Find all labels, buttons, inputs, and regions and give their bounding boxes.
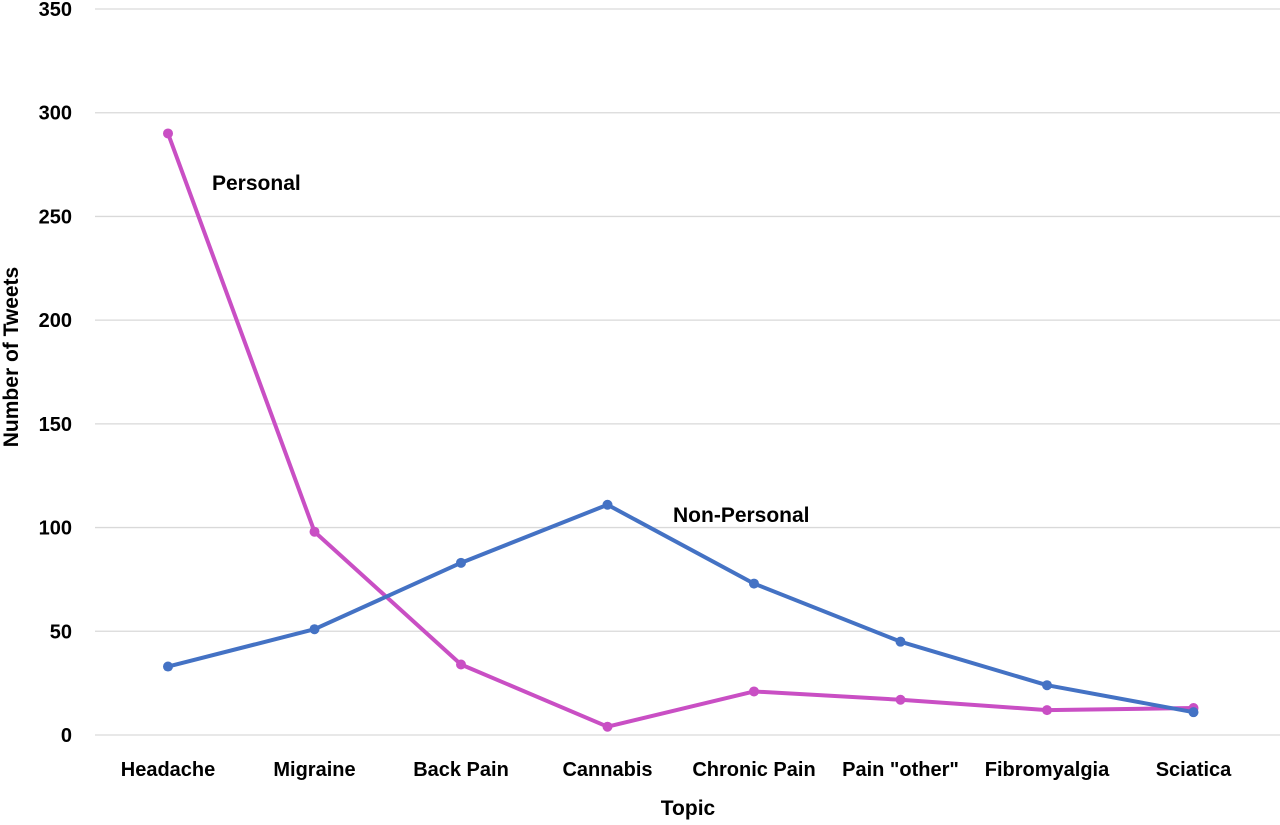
x-tick-label: Headache xyxy=(121,759,216,781)
y-tick-label: 150 xyxy=(39,414,72,436)
y-tick-label: 200 xyxy=(39,310,72,332)
y-tick-label: 100 xyxy=(39,518,72,540)
data-point-personal xyxy=(309,526,320,537)
series-label-personal: Personal xyxy=(212,172,301,195)
x-tick-label: Sciatica xyxy=(1156,759,1232,781)
data-point-non-personal xyxy=(895,636,906,647)
y-tick-label: 0 xyxy=(61,725,72,747)
x-tick-label: Chronic Pain xyxy=(692,759,815,781)
data-point-non-personal xyxy=(1042,680,1052,691)
data-point-non-personal xyxy=(1188,707,1199,718)
data-point-non-personal xyxy=(309,624,320,635)
series-lines xyxy=(163,128,1199,732)
y-tick-label: 300 xyxy=(39,103,72,125)
data-point-personal xyxy=(749,686,759,697)
data-point-personal xyxy=(1042,705,1052,716)
y-axis-title: Number of Tweets xyxy=(0,267,23,447)
y-tick-label: 50 xyxy=(50,621,72,643)
gridlines xyxy=(95,8,1280,736)
data-point-personal xyxy=(895,694,906,705)
x-tick-label: Back Pain xyxy=(413,759,509,781)
x-tick-label: Fibromyalgia xyxy=(985,759,1110,781)
data-point-non-personal xyxy=(456,557,466,568)
y-axis-ticks: 0 50 100 150 200 250 300 350 xyxy=(39,0,72,747)
data-point-personal xyxy=(456,659,466,670)
x-tick-label: Cannabis xyxy=(562,759,652,781)
data-point-non-personal xyxy=(163,661,173,672)
data-point-personal xyxy=(163,128,173,139)
x-tick-label: Pain "other" xyxy=(842,759,959,781)
data-point-non-personal xyxy=(749,578,759,589)
x-tick-label: Migraine xyxy=(273,759,355,781)
series-line-personal xyxy=(166,131,1196,729)
y-tick-label: 250 xyxy=(39,206,72,228)
data-point-non-personal xyxy=(602,499,613,510)
x-axis-ticks: Headache Migraine Back Pain Cannabis Chronic… xyxy=(121,759,1232,781)
series-label-non-personal: Non-Personal xyxy=(673,504,810,527)
series-line-non-personal xyxy=(166,502,1196,715)
data-point-personal xyxy=(602,721,613,732)
series-labels: Personal Non-Personal xyxy=(212,172,810,527)
x-axis-title: Topic xyxy=(661,797,716,820)
y-tick-label: 350 xyxy=(39,0,72,21)
